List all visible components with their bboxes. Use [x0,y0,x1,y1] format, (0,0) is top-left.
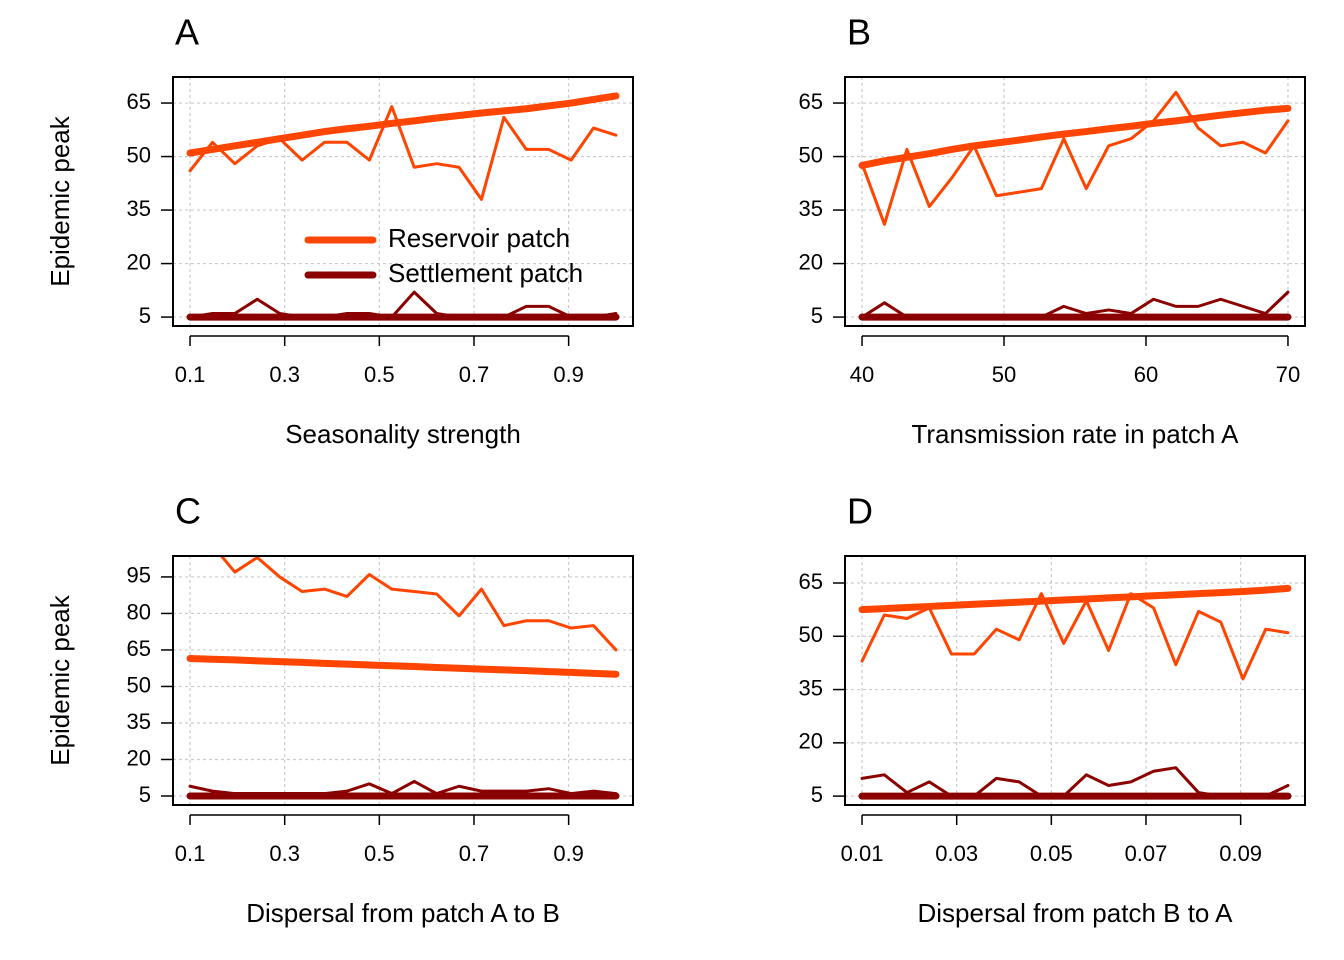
y-tick-label: 20 [799,249,823,274]
y-tick-label: 5 [139,303,151,328]
y-tick-label: 65 [799,89,823,114]
series-line [860,592,1290,681]
x-tick-label: 0.5 [364,362,395,387]
plot-area [858,584,1292,800]
y-tick-label: 20 [127,745,151,770]
series-line [188,290,618,319]
series-line [860,290,1290,319]
x-tick-label: 0.3 [269,841,300,866]
y-tick-label: 20 [799,729,823,754]
y-axis-label: Epidemic peak [45,594,75,766]
x-axis-label: Dispersal from patch B to A [917,898,1233,928]
y-tick-label: 5 [811,303,823,328]
series-line [858,584,1292,614]
x-tick-label: 50 [992,362,1016,387]
x-tick-label: 0.07 [1125,841,1168,866]
y-tick-label: 35 [127,709,151,734]
series-line [858,104,1292,169]
series-line [860,90,1290,226]
x-axis-label: Transmission rate in patch A [911,419,1239,449]
series-line [186,92,620,157]
panel-title: C [175,491,201,532]
plot-area [186,92,620,321]
plot-area [858,90,1292,321]
series-line [188,779,618,796]
x-tick-label: 0.09 [1219,841,1262,866]
panel-title: D [847,491,873,532]
x-tick-label: 0.7 [459,841,490,866]
y-tick-label: 65 [127,636,151,661]
series-line [219,556,618,652]
x-tick-label: 0.03 [935,841,978,866]
y-tick-label: 95 [127,563,151,588]
y-tick-label: 5 [139,782,151,807]
plot-area [186,556,620,800]
panel-title: B [847,12,871,53]
x-tick-label: 60 [1134,362,1158,387]
y-tick-label: 65 [799,569,823,594]
y-tick-label: 5 [811,782,823,807]
x-tick-label: 0.05 [1030,841,1073,866]
x-tick-label: 0.1 [175,362,206,387]
plot-frame [844,555,1306,806]
plot-frame [844,76,1306,327]
x-tick-label: 0.1 [175,841,206,866]
plot-frame [172,555,634,806]
y-tick-label: 65 [127,89,151,114]
x-tick-label: 0.9 [553,841,584,866]
x-tick-label: 0.5 [364,841,395,866]
x-tick-label: 0.01 [841,841,884,866]
series-line [860,766,1290,798]
y-tick-label: 35 [127,196,151,221]
series-line [186,654,620,678]
x-tick-label: 0.9 [553,362,584,387]
x-axis-label: Dispersal from patch A to B [246,898,560,928]
y-tick-label: 80 [127,599,151,624]
y-axis-label: Epidemic peak [45,115,75,287]
y-tick-label: 35 [799,196,823,221]
x-tick-label: 70 [1276,362,1300,387]
y-tick-label: 50 [799,142,823,167]
panel-title: A [175,12,199,53]
x-tick-label: 0.3 [269,362,300,387]
y-tick-label: 50 [127,142,151,167]
y-tick-label: 50 [127,672,151,697]
legend-label: Settlement patch [388,258,583,288]
x-tick-label: 0.7 [459,362,490,387]
x-tick-label: 40 [850,362,874,387]
y-tick-label: 35 [799,675,823,700]
legend-label: Reservoir patch [388,223,570,253]
x-axis-label: Seasonality strength [285,419,521,449]
y-tick-label: 50 [799,622,823,647]
y-tick-label: 20 [127,249,151,274]
plot-frame [172,76,634,327]
